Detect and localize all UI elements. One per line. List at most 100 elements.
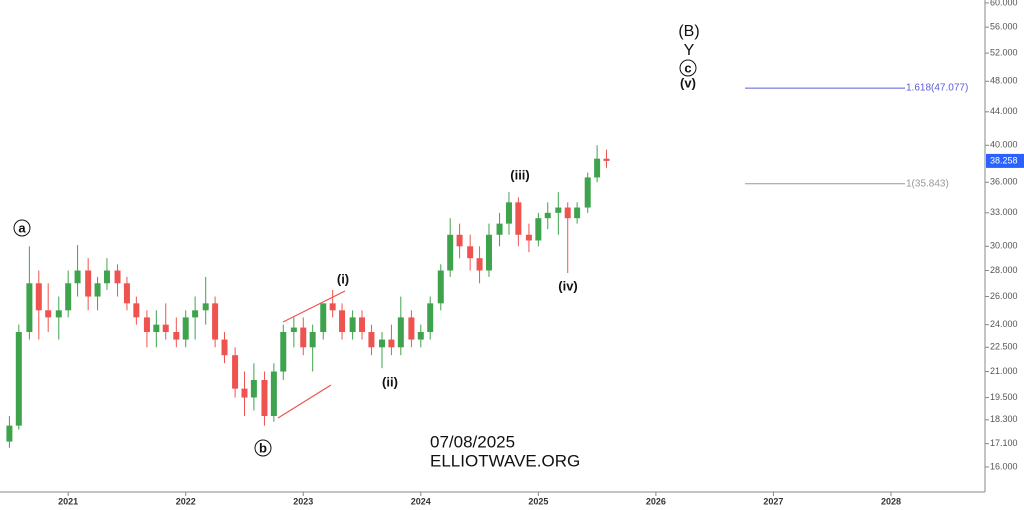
candle-body — [544, 212, 551, 219]
last-price-box — [986, 153, 1024, 168]
y-tick-label: 56.000 — [990, 22, 1018, 32]
candle-body — [515, 202, 522, 235]
candle-body — [65, 283, 72, 311]
fib-label: 1(35.843) — [906, 178, 949, 189]
wave-label: Y — [684, 42, 695, 59]
candle-body — [153, 324, 160, 333]
candle-body — [35, 283, 42, 311]
wave-label: (iv) — [558, 278, 578, 293]
x-tick-label: 2027 — [763, 496, 783, 506]
channel-line — [282, 290, 346, 323]
y-tick-label: 33.000 — [990, 207, 1018, 217]
y-tick-label: 60.000 — [990, 0, 1018, 7]
candle-body — [496, 223, 503, 235]
x-tick-label: 2026 — [646, 496, 666, 506]
candle-body — [143, 317, 150, 333]
candle-body — [574, 207, 581, 219]
candle-body — [212, 303, 219, 340]
last-price-label: 38.258 — [990, 155, 1018, 165]
candle-body — [408, 317, 415, 340]
candle-body — [250, 379, 257, 398]
wave-label: c — [684, 60, 691, 75]
candle-body — [397, 317, 404, 348]
candle-body — [320, 303, 327, 333]
candle-body — [162, 324, 169, 333]
circle — [13, 219, 31, 237]
candle-body — [74, 270, 81, 284]
y-tick-label: 48.000 — [990, 76, 1018, 86]
y-tick-label: 36.000 — [990, 177, 1018, 187]
wave-label: (v) — [680, 75, 696, 90]
wave-label: (iii) — [510, 167, 530, 182]
candle-body — [485, 234, 492, 271]
wave-label: a — [18, 220, 26, 235]
y-tick-label: 40.000 — [990, 140, 1018, 150]
candle-body — [202, 303, 209, 311]
candle-body — [535, 218, 542, 241]
wave-labels: a b (i) (ii) (iii) (iv) (B) Y c (v) — [13, 23, 700, 457]
y-tick-label: 26.000 — [990, 291, 1018, 301]
candle-body — [476, 258, 483, 271]
candle-body — [309, 332, 316, 348]
candle-body — [300, 327, 307, 348]
x-tick-label: 2022 — [176, 496, 196, 506]
y-tick-label: 30.000 — [990, 241, 1018, 251]
candle-body — [26, 283, 33, 333]
candle-body — [525, 234, 532, 241]
y-tick-label: 22.500 — [990, 342, 1018, 352]
wave-label: (B) — [678, 23, 699, 40]
x-tick-label: 2028 — [881, 496, 901, 506]
wave-label: b — [259, 440, 267, 455]
y-tick-label: 24.000 — [990, 319, 1018, 329]
candle-body — [427, 303, 434, 333]
y-tick-label: 18.300 — [990, 414, 1018, 424]
candle-body — [45, 310, 52, 318]
candle-body — [329, 303, 336, 311]
candle-body — [192, 310, 199, 318]
candle-body — [94, 283, 101, 297]
candle-body — [123, 283, 130, 304]
candle-body — [103, 270, 110, 284]
x-tick-label: 2025 — [528, 496, 548, 506]
y-tick-label: 17.100 — [990, 438, 1018, 448]
candle-body — [85, 270, 92, 297]
y-tick-label: 44.000 — [990, 106, 1018, 116]
wave-label: (i) — [337, 271, 349, 286]
candle-body — [290, 327, 297, 333]
candle-body — [15, 332, 22, 426]
candle-body — [221, 339, 228, 356]
candle-body — [603, 158, 610, 161]
candle-body — [417, 332, 424, 340]
candle-body — [270, 371, 277, 417]
candle-body — [261, 379, 268, 417]
y-tick-label: 21.000 — [990, 366, 1018, 376]
circle — [254, 439, 272, 457]
y-tick-label: 16.000 — [990, 461, 1018, 471]
candle-body — [379, 339, 386, 348]
channel-line — [277, 384, 332, 419]
candle-body — [359, 317, 366, 333]
candle-body — [241, 388, 248, 398]
y-tick-label: 28.000 — [990, 265, 1018, 275]
candle-body — [505, 202, 512, 224]
candle-body — [467, 246, 474, 259]
y-tick-label: 19.500 — [990, 392, 1018, 402]
circle — [679, 59, 697, 77]
candle-body — [173, 332, 180, 340]
fib-label: 1.618(47.077) — [906, 83, 968, 94]
candle-body — [555, 207, 562, 213]
candle-body — [114, 270, 121, 284]
y-tick-label: 52.000 — [990, 48, 1018, 58]
x-tick-label: 2021 — [58, 496, 78, 506]
x-tick-label: 2024 — [411, 496, 431, 506]
candle-body — [594, 158, 601, 178]
candle-body — [339, 310, 346, 333]
candle-body — [55, 310, 62, 318]
candle-body — [280, 332, 287, 372]
candle-body — [564, 207, 571, 219]
candle-body — [133, 303, 140, 318]
date-text: 07/08/2025 — [430, 432, 515, 451]
candle-body — [456, 234, 463, 247]
candle-body — [182, 317, 189, 340]
